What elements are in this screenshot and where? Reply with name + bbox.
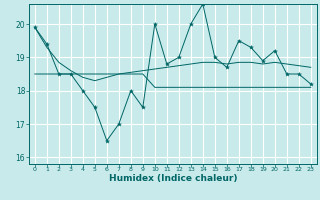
X-axis label: Humidex (Indice chaleur): Humidex (Indice chaleur) <box>108 174 237 183</box>
